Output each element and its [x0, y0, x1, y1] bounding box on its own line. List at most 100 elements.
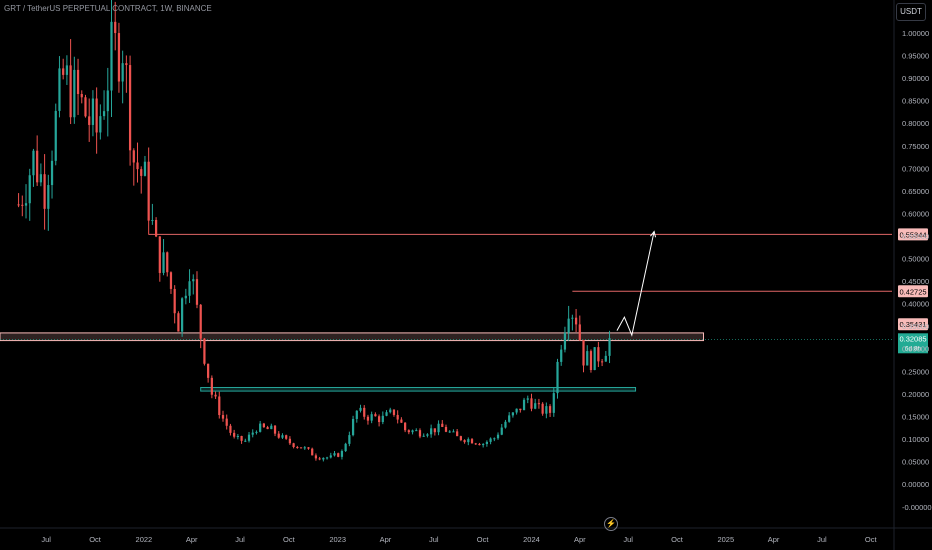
- candle: [240, 435, 243, 444]
- candle: [474, 442, 477, 445]
- candle-body: [597, 347, 600, 362]
- candle: [526, 395, 529, 404]
- time-axis[interactable]: Jul Oct 2022 Apr Jul Oct 2023 Apr Jul Oct 2024 Apr J…: [41, 535, 877, 544]
- time-tick-label: 2022: [136, 535, 153, 544]
- candle: [340, 449, 344, 460]
- price-tick-label: 0.45000: [902, 277, 929, 286]
- candle-body: [329, 455, 332, 458]
- candle-body: [422, 435, 425, 437]
- candle: [181, 297, 184, 337]
- candle-body: [21, 204, 24, 206]
- price-tick-label: 0.85000: [902, 97, 929, 106]
- candle-body: [247, 434, 251, 441]
- candle: [128, 55, 132, 166]
- candle: [337, 452, 340, 458]
- candle-body: [351, 418, 355, 436]
- candle-body: [288, 438, 292, 444]
- candle-body: [489, 438, 492, 442]
- candle-body: [504, 421, 507, 428]
- candle: [519, 408, 522, 413]
- candle: [184, 288, 187, 305]
- candle-body: [140, 169, 143, 176]
- levels: 0.55344 0.42725 0.35431 0.32085 6d 8h: [0, 228, 928, 354]
- candle-body: [344, 443, 347, 452]
- candle: [496, 432, 500, 440]
- candle-body: [426, 434, 429, 436]
- candle: [24, 184, 28, 219]
- candle: [556, 358, 559, 399]
- candle-body: [567, 318, 570, 333]
- candle-body: [36, 150, 39, 183]
- resistance-zone: [0, 332, 705, 342]
- candle: [154, 217, 158, 238]
- candle-body: [210, 377, 213, 395]
- level-price-tag: [898, 318, 928, 331]
- level-price-label: 0.35431: [899, 320, 926, 329]
- candle-body: [76, 69, 80, 95]
- candle-body: [337, 453, 340, 457]
- candle: [325, 456, 329, 460]
- candle-body: [136, 162, 139, 170]
- candle: [578, 315, 581, 341]
- candle: [307, 447, 310, 450]
- price-tick-label: 0.20000: [902, 390, 929, 399]
- price-axis[interactable]: 1.00000 0.95000 0.90000 0.85000 0.80000 0.750…: [893, 0, 932, 550]
- candle-body: [214, 394, 217, 397]
- candle-body: [184, 295, 187, 299]
- candle: [504, 419, 507, 429]
- candle-body: [563, 332, 567, 350]
- lightning-icon[interactable]: ⚡: [604, 517, 618, 531]
- time-tick-label: Oct: [865, 535, 878, 544]
- candle: [121, 50, 124, 104]
- candle: [574, 309, 578, 333]
- time-tick-label: Oct: [477, 535, 490, 544]
- candle: [500, 424, 503, 436]
- candle: [218, 391, 221, 419]
- candle: [147, 147, 150, 235]
- candle: [99, 104, 102, 140]
- candle-body: [121, 63, 124, 82]
- candle: [478, 442, 481, 446]
- candle: [58, 56, 61, 118]
- candle-body: [377, 416, 381, 423]
- candle: [560, 344, 563, 366]
- candle: [459, 435, 462, 442]
- level-price-label: 0.55344: [899, 230, 926, 239]
- projection-path: [616, 231, 655, 337]
- candle: [277, 431, 280, 439]
- candle: [195, 271, 199, 309]
- candle: [381, 411, 384, 425]
- candle-body: [125, 63, 128, 66]
- candle-body: [132, 150, 135, 163]
- candle: [530, 393, 533, 412]
- candle-body: [496, 434, 500, 439]
- candle-body: [102, 111, 106, 117]
- candle-body: [221, 415, 225, 419]
- candle: [355, 410, 358, 423]
- candle-body: [325, 457, 329, 459]
- candle: [39, 163, 42, 187]
- candle-body: [173, 288, 176, 314]
- candle: [281, 433, 284, 439]
- candle: [522, 397, 526, 411]
- candle-body: [292, 443, 295, 447]
- time-tick-label: Jul: [623, 535, 633, 544]
- candle-body: [147, 161, 150, 221]
- price-tick-label: 0.30000: [902, 345, 929, 354]
- candle-body: [322, 457, 325, 460]
- price-tick-label: 0.70000: [902, 164, 929, 173]
- candle-body: [374, 414, 377, 417]
- price-tick-label: 0.75000: [902, 142, 929, 151]
- candle: [511, 411, 515, 418]
- candle: [363, 405, 366, 420]
- candle-body: [54, 110, 57, 161]
- candle: [114, 1, 117, 51]
- candle-body: [199, 304, 202, 339]
- candle-body: [285, 435, 288, 439]
- candle: [132, 148, 135, 186]
- candle: [91, 90, 95, 137]
- candle-body: [262, 423, 265, 428]
- currency-button[interactable]: USDT: [896, 3, 926, 21]
- candle: [292, 442, 295, 449]
